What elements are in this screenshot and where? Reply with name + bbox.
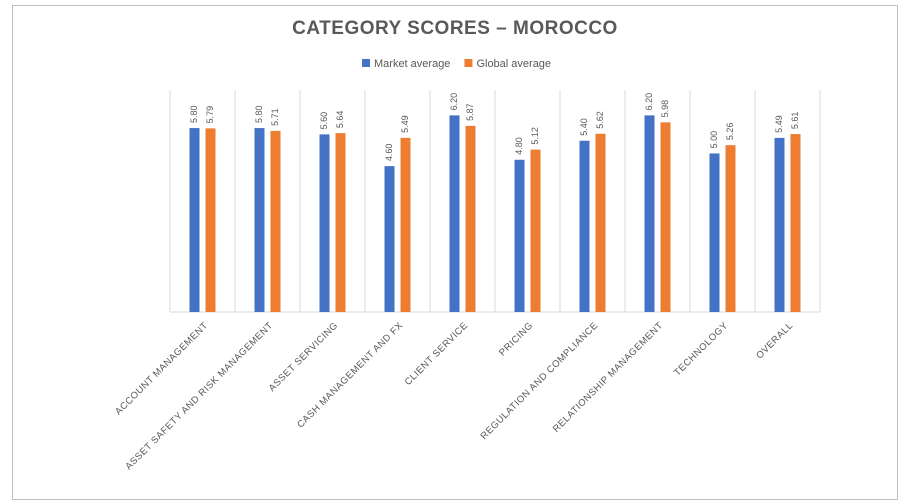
bar [335, 133, 346, 312]
bar [579, 140, 590, 312]
data-label: 5.87 [465, 103, 475, 121]
legend-label: Market average [374, 58, 450, 70]
bar [254, 128, 265, 312]
legend-label: Global average [476, 58, 551, 70]
data-label: 5.80 [189, 106, 199, 124]
data-label: 4.80 [514, 137, 524, 155]
bar [514, 159, 525, 312]
bar [774, 137, 785, 312]
data-label: 6.20 [449, 93, 459, 111]
legend-swatch [362, 59, 370, 67]
data-label: 5.79 [205, 106, 215, 124]
data-label: 5.62 [595, 111, 605, 129]
bar [270, 130, 281, 312]
data-label: 4.60 [384, 144, 394, 162]
data-label: 5.60 [319, 112, 329, 130]
data-label: 5.71 [270, 108, 280, 126]
data-label: 5.40 [579, 118, 589, 136]
bar [189, 128, 200, 312]
data-label: 5.49 [774, 115, 784, 133]
chart-title: CATEGORY SCORES – MOROCCO [292, 18, 618, 39]
bar [595, 133, 606, 312]
data-label: 5.12 [530, 127, 540, 145]
bar [709, 153, 720, 312]
data-label: 5.98 [660, 100, 670, 118]
bar [465, 125, 476, 312]
data-label: 5.80 [254, 106, 264, 124]
bar [790, 134, 801, 312]
legend-swatch [464, 59, 473, 67]
bar [725, 145, 736, 312]
bar [400, 137, 411, 312]
bar [660, 122, 671, 312]
data-label: 6.20 [644, 93, 654, 111]
bar [205, 128, 216, 312]
bar [319, 134, 330, 312]
data-label: 5.61 [790, 112, 800, 130]
data-label: 5.64 [335, 111, 345, 129]
bar [530, 149, 541, 312]
bar [384, 166, 395, 312]
data-label: 5.00 [709, 131, 719, 149]
bar [644, 115, 655, 312]
data-label: 5.26 [725, 123, 735, 141]
bar [449, 115, 460, 312]
data-label: 5.49 [400, 115, 410, 133]
